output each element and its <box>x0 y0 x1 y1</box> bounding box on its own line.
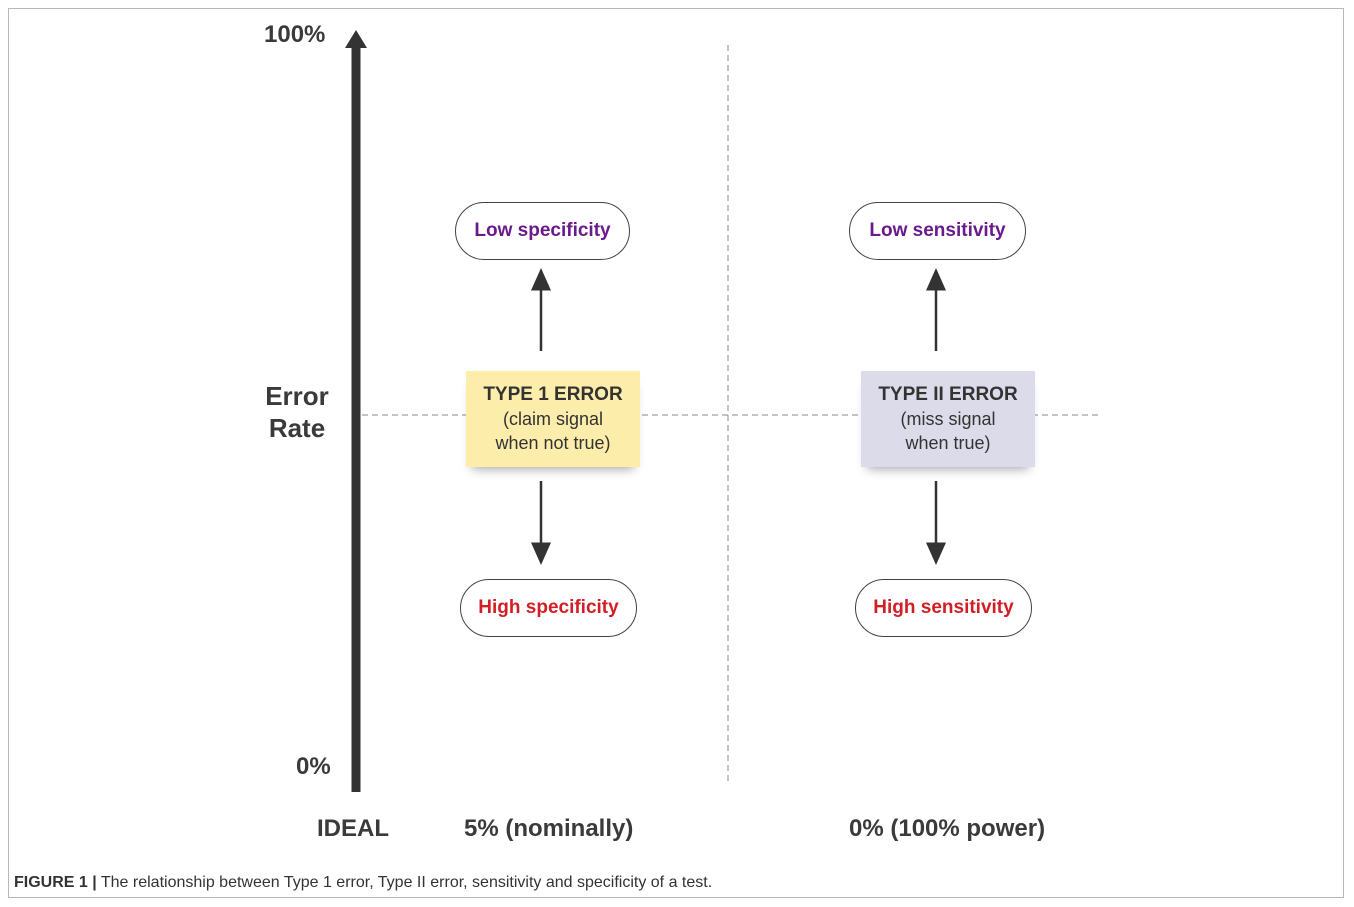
figure-caption: FIGURE 1 | The relationship between Type… <box>14 874 712 892</box>
low-specificity-pill: Low specificity <box>455 202 630 260</box>
figure-frame <box>8 8 1344 898</box>
low-sensitivity-pill: Low sensitivity <box>849 202 1026 260</box>
type1-error-box: TYPE 1 ERROR (claim signal when not true… <box>466 371 640 467</box>
y-axis-title-line1: Error <box>265 381 329 411</box>
type2-error-line2: when true) <box>905 433 991 453</box>
type2-rate-label: 0% (100% power) <box>849 815 1046 842</box>
type1-error-title: TYPE 1 ERROR <box>483 384 623 405</box>
ideal-label: IDEAL <box>317 815 389 842</box>
y-axis-title-line2: Rate <box>268 413 326 443</box>
type1-error-line2: when not true) <box>495 433 611 453</box>
type2-error-line1: (miss signal <box>900 409 996 429</box>
high-specificity-pill: High specificity <box>460 579 637 637</box>
high-sensitivity-pill: High sensitivity <box>855 579 1032 637</box>
axis-arrowhead <box>345 30 367 48</box>
type2-error-box: TYPE II ERROR (miss signal when true) <box>861 371 1035 467</box>
axis-bottom-label: 0% <box>296 753 331 780</box>
type1-rate-label: 5% (nominally) <box>464 815 634 842</box>
axis-top-label: 100% <box>264 21 326 48</box>
caption-text: The relationship between Type 1 error, T… <box>96 874 713 891</box>
caption-label: FIGURE 1 | <box>14 874 97 891</box>
type2-error-title: TYPE II ERROR <box>878 384 1018 405</box>
y-axis-title: Error Rate <box>244 380 350 444</box>
type1-error-line1: (claim signal <box>502 409 604 429</box>
